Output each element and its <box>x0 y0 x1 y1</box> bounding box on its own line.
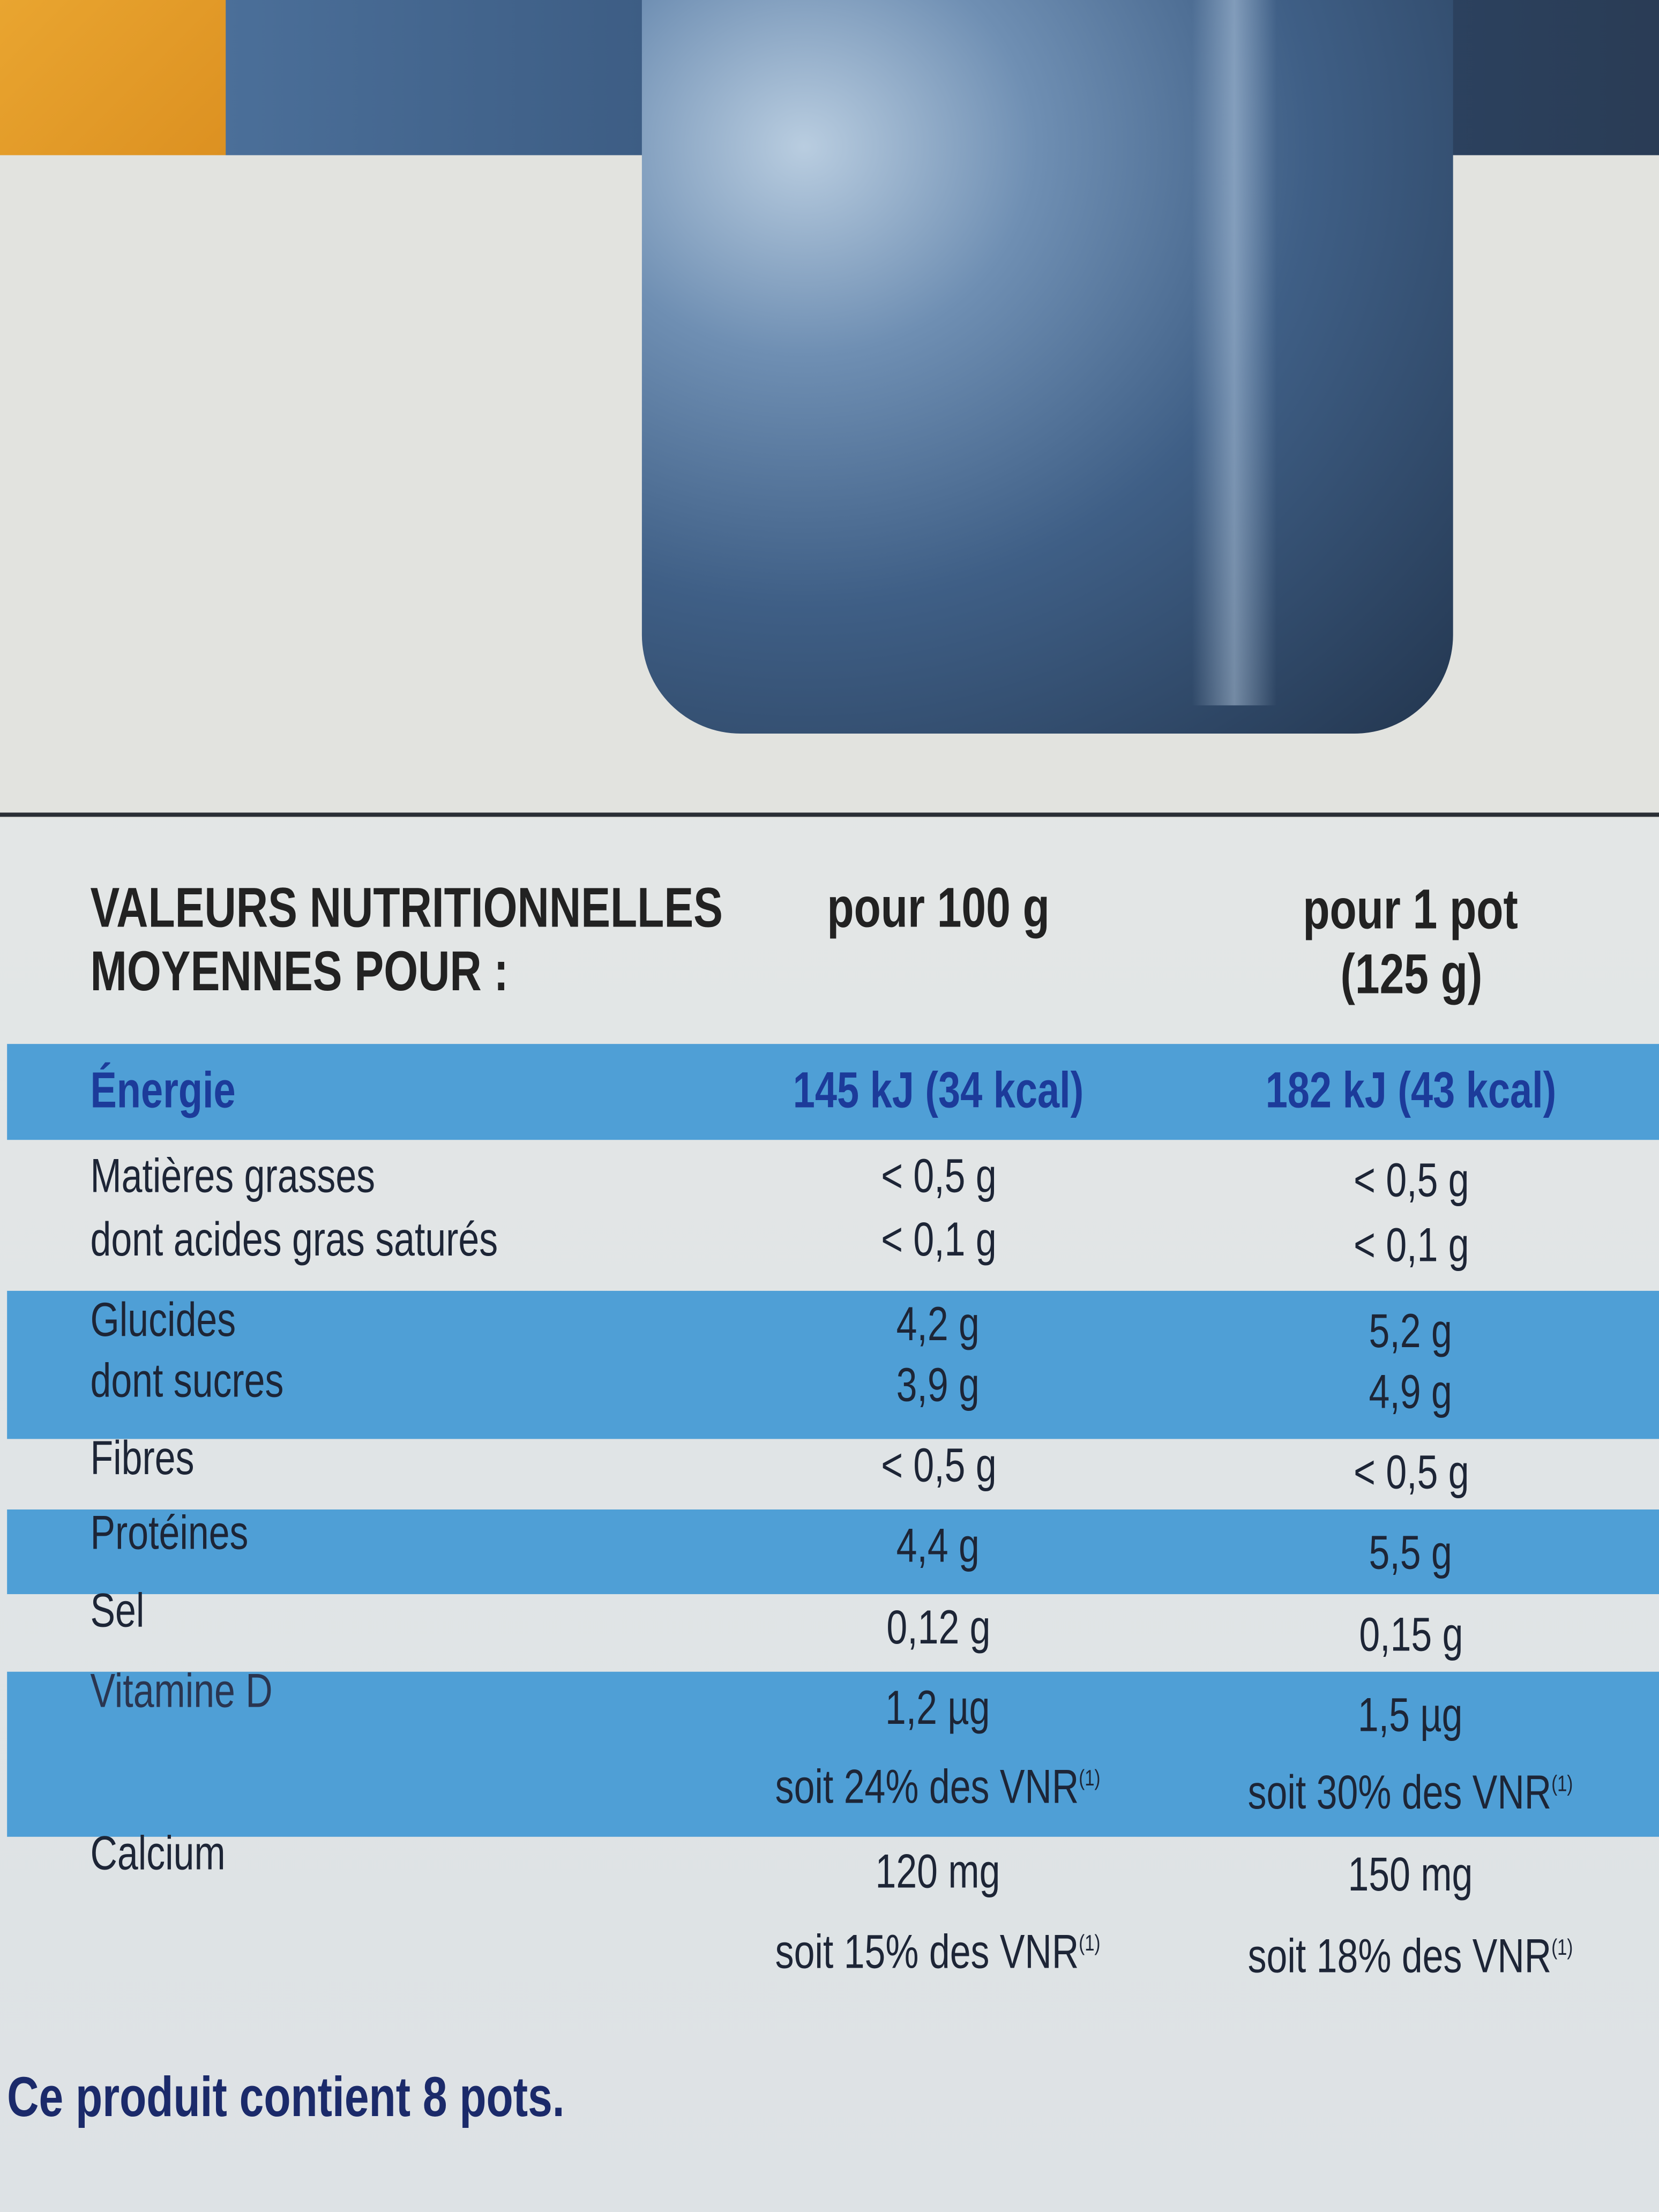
row-per100: < 0,5 g <box>880 1439 996 1493</box>
row-perpot: 5,5 g <box>1369 1526 1453 1580</box>
row-per100: 120 mg <box>876 1845 1001 1899</box>
row-perpot: < 0,5 g <box>1352 1446 1469 1500</box>
header-col2-l1: pour 1 pot <box>1303 879 1519 941</box>
row-perpot: 150 mg <box>1348 1848 1474 1902</box>
header-per100: pour 100 g <box>663 878 1213 941</box>
divider-line <box>0 812 1659 817</box>
row-perpot: 4,9 g <box>1369 1365 1453 1419</box>
row-label: Matières grasses <box>90 1149 376 1204</box>
band-glucides <box>7 1290 1659 1439</box>
row-label: Glucides <box>90 1294 236 1348</box>
header-col1: pour 100 g <box>827 877 1050 940</box>
band-proteines <box>7 1509 1659 1594</box>
row-perpot-vnr: soit 18% des VNR(1) <box>1248 1930 1574 1984</box>
row-perpot: 5,2 g <box>1369 1305 1453 1359</box>
row-label: Sel <box>90 1584 145 1638</box>
row-per100: 145 kJ (34 kcal) <box>793 1060 1083 1119</box>
row-label: dont acides gras saturés <box>90 1213 498 1267</box>
row-per100: 4,2 g <box>896 1298 980 1352</box>
row-perpot-vnr: soit 30% des VNR(1) <box>1248 1766 1574 1820</box>
band-vitamine <box>7 1671 1659 1837</box>
row-label: Protéines <box>90 1506 249 1560</box>
header-line2: MOYENNES POUR : <box>90 941 509 1003</box>
row-perpot: 182 kJ (43 kcal) <box>1265 1060 1556 1119</box>
row-perpot: < 0,1 g <box>1352 1219 1469 1273</box>
row-label: Vitamine D <box>90 1664 273 1718</box>
header-col2-l2: (125 g) <box>1340 944 1482 1006</box>
header-perpot: pour 1 pot (125 g) <box>1157 878 1659 1007</box>
row-per100: 3,9 g <box>896 1358 980 1413</box>
row-per100: < 0,5 g <box>880 1149 996 1204</box>
row-per100-vnr: soit 15% des VNR(1) <box>775 1925 1101 1979</box>
row-per100: < 0,1 g <box>880 1213 996 1267</box>
row-label: dont sucres <box>90 1354 284 1408</box>
row-per100: 1,2 µg <box>885 1682 991 1736</box>
torn-window-cutout <box>641 0 1453 734</box>
row-label: Fibres <box>90 1432 195 1486</box>
row-per100: 0,12 g <box>886 1601 990 1655</box>
header-line1: VALEURS NUTRITIONNELLES <box>90 877 723 940</box>
row-perpot: < 0,5 g <box>1352 1154 1469 1208</box>
row-per100-vnr: soit 24% des VNR(1) <box>775 1760 1101 1814</box>
row-perpot: 0,15 g <box>1358 1608 1463 1662</box>
row-label: Calcium <box>90 1827 226 1881</box>
row-per100: 4,4 g <box>896 1519 980 1573</box>
row-label: Énergie <box>90 1060 236 1119</box>
pot-count-note: Ce produit contient 8 pots. <box>7 2066 565 2129</box>
row-perpot: 1,5 µg <box>1358 1688 1463 1743</box>
band-energy <box>7 1044 1659 1140</box>
header-label: VALEURS NUTRITIONNELLES MOYENNES POUR : <box>90 878 901 1005</box>
